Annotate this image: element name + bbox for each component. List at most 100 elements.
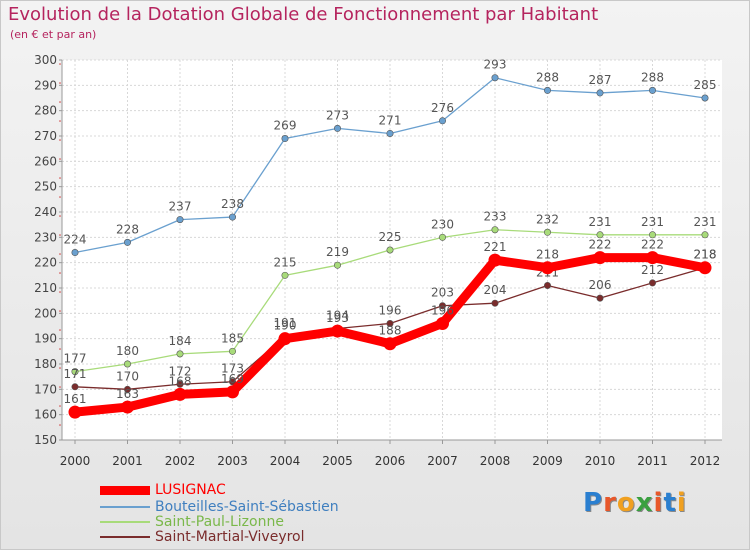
data-point <box>226 385 239 399</box>
legend-swatch-lusignac <box>100 486 150 495</box>
data-point <box>596 231 604 239</box>
y-tick-label: 280 <box>34 104 57 118</box>
data-label: 194 <box>326 309 349 323</box>
logo-letter: P <box>583 488 604 518</box>
legend-item-lusignac: LUSIGNAC <box>100 482 420 498</box>
data-label: 204 <box>484 283 507 297</box>
data-point <box>648 231 656 239</box>
data-label: 173 <box>221 362 244 376</box>
data-label: 170 <box>116 369 139 383</box>
data-point <box>438 302 446 310</box>
x-tick-label: 2004 <box>270 454 301 468</box>
logo-letter: i <box>653 488 664 518</box>
logo-letter: x <box>635 488 654 518</box>
data-label: 237 <box>169 200 192 214</box>
data-point <box>71 368 79 376</box>
legend-item-bouteilles: Bouteilles-Saint-Sébastien <box>100 499 420 515</box>
data-point <box>333 124 341 132</box>
x-tick-label: 2012 <box>690 454 721 468</box>
data-point <box>491 299 499 307</box>
data-point <box>698 261 712 275</box>
axis-dot <box>59 291 61 293</box>
chart-subtitle: (en € et par an) <box>10 28 97 41</box>
data-label: 231 <box>694 215 717 229</box>
x-tick-label: 2011 <box>637 454 668 468</box>
data-point <box>648 86 656 94</box>
logo-letter: o <box>616 488 636 518</box>
data-point <box>173 387 187 401</box>
legend-label-bouteilles: Bouteilles-Saint-Sébastien <box>155 499 339 515</box>
data-label: 185 <box>221 331 244 345</box>
data-label: 212 <box>641 263 664 277</box>
data-label: 169 <box>221 372 244 386</box>
x-tick-label: 2010 <box>585 454 616 468</box>
data-point <box>71 249 79 257</box>
data-point <box>596 89 604 97</box>
data-point <box>543 281 551 289</box>
data-label: 196 <box>379 303 402 317</box>
y-tick-label: 200 <box>34 306 57 320</box>
axis-dot <box>59 272 61 274</box>
data-label: 271 <box>379 113 402 127</box>
data-point <box>281 271 289 279</box>
y-tick-label: 290 <box>34 78 57 92</box>
data-label: 288 <box>641 70 664 84</box>
axis-dot <box>59 101 61 103</box>
legend-item-saint-martial: Saint-Martial-Viveyrol <box>100 529 420 545</box>
axis-dot <box>59 120 61 122</box>
data-label: 184 <box>169 334 192 348</box>
data-point <box>124 385 132 393</box>
y-tick-label: 220 <box>34 256 57 270</box>
axis-dot <box>59 424 61 426</box>
data-label: 218 <box>694 248 717 262</box>
data-label: 285 <box>694 78 717 92</box>
data-point <box>543 228 551 236</box>
axis-dot <box>59 367 61 369</box>
data-label: 161 <box>64 392 87 406</box>
data-label: 196 <box>431 303 454 317</box>
y-tick-label: 180 <box>34 357 57 371</box>
data-label: 238 <box>221 197 244 211</box>
axis-dot <box>59 158 61 160</box>
x-tick-label: 2007 <box>427 454 458 468</box>
y-tick-label: 210 <box>34 281 57 295</box>
data-label: 219 <box>326 245 349 259</box>
axis-dot <box>59 196 61 198</box>
legend-swatch-saint-paul <box>100 521 150 523</box>
data-point <box>541 261 554 275</box>
logo-letter: r <box>603 488 617 518</box>
x-tick-label: 2003 <box>217 454 248 468</box>
y-tick-label: 270 <box>34 129 57 143</box>
axis-dot <box>59 310 61 312</box>
data-point <box>333 261 341 269</box>
y-tick-label: 190 <box>34 332 57 346</box>
axis-dot <box>59 215 61 217</box>
axis-dot <box>59 386 61 388</box>
data-label: 225 <box>379 230 402 244</box>
data-label: 222 <box>641 238 664 252</box>
data-label: 218 <box>536 248 559 262</box>
data-label: 180 <box>116 344 139 358</box>
data-point <box>278 332 292 346</box>
legend-label-saint-paul: Saint-Paul-Lizonne <box>155 514 284 530</box>
data-point <box>438 233 446 241</box>
chart-title: Evolution de la Dotation Globale de Fonc… <box>8 4 599 25</box>
data-label: 232 <box>536 212 559 226</box>
data-label: 228 <box>116 222 139 236</box>
y-tick-label: 170 <box>34 382 57 396</box>
data-label: 287 <box>589 73 612 87</box>
data-label: 231 <box>641 215 664 229</box>
data-point <box>436 316 449 330</box>
data-label: 231 <box>589 215 612 229</box>
data-point <box>593 251 607 265</box>
y-tick-label: 150 <box>34 433 57 447</box>
axis-dot <box>59 329 61 331</box>
legend-item-saint-paul: Saint-Paul-Lizonne <box>100 514 420 530</box>
data-point <box>543 86 551 94</box>
x-tick-label: 2008 <box>480 454 511 468</box>
proxiti-logo: Proxiti <box>583 488 687 518</box>
x-tick-label: 2002 <box>165 454 196 468</box>
data-point <box>124 360 132 368</box>
data-point <box>386 246 394 254</box>
